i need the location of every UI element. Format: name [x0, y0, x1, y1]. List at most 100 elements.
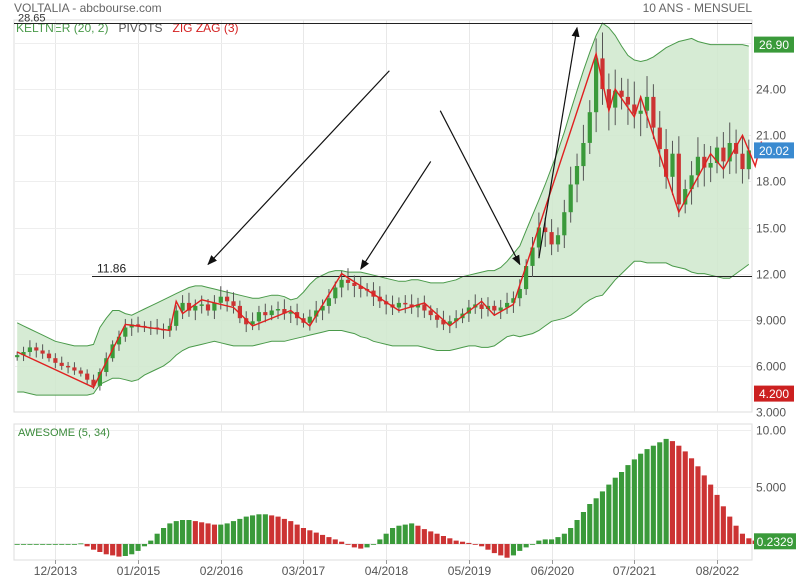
oscillator-bar [739, 533, 745, 544]
oscillator-bar [288, 521, 294, 544]
oscillator-bar [440, 536, 446, 544]
price-badge-label: 20.02 [759, 144, 789, 158]
legend-pivots[interactable]: PIVOTS [118, 21, 163, 35]
oscillator-bar [52, 544, 58, 545]
oscillator-bar [307, 530, 313, 544]
oscillator-bar [421, 529, 427, 544]
x-tick-label: 04/2018 [365, 564, 409, 578]
oscillator-bar [682, 451, 688, 544]
oscillator-bar [396, 525, 402, 544]
oscillator-bar [110, 544, 116, 556]
oscillator-bar [243, 516, 249, 544]
candle-body [256, 312, 261, 322]
oscillator-bar [631, 459, 637, 544]
oscillator-bar [701, 475, 707, 544]
oscillator-bar [33, 544, 39, 545]
oscillator-bar [708, 484, 714, 544]
y-tick-label: 6.000 [756, 360, 786, 374]
candle-body [740, 153, 745, 170]
oscillator-bar [351, 544, 357, 548]
candle-body [746, 150, 751, 170]
oscillator-bar [612, 477, 618, 544]
candle-body [581, 143, 586, 167]
candle-body [27, 347, 32, 352]
oscillator-bar [720, 506, 726, 544]
candle-body [721, 147, 726, 162]
oscillator-bar [434, 533, 440, 544]
osc-y-tick-label: 5.000 [756, 481, 786, 495]
zigzag-line [16, 51, 763, 389]
oscillator-bar [358, 544, 364, 549]
oscillator-bar [466, 542, 472, 544]
oscillator-bar [154, 533, 160, 544]
annotation-arrow [207, 70, 390, 266]
oscillator-bar [199, 522, 205, 544]
candle-body [409, 304, 414, 308]
oscillator-bar [256, 514, 262, 544]
candle-body [543, 227, 548, 233]
oscillator-bar [574, 520, 580, 544]
price-badge-label: 4.200 [759, 387, 789, 401]
oscillator-bar [428, 531, 434, 544]
candle-body [288, 312, 293, 314]
oscillator-bar [504, 544, 510, 558]
candle-body [505, 302, 510, 308]
oscillator-bar [510, 544, 516, 556]
candle-body [600, 58, 605, 90]
oscillator-bar [237, 518, 243, 544]
oscillator-bar [224, 523, 230, 544]
candle-body [396, 302, 401, 308]
candle-body [428, 310, 433, 316]
oscillator-bar [460, 541, 466, 544]
candle-body [85, 373, 90, 380]
oscillator-bar [561, 533, 567, 544]
candle-body [339, 279, 344, 288]
candle-body [454, 318, 459, 322]
candle-body [574, 166, 580, 185]
oscillator-bar [129, 544, 135, 555]
oscillator-bar [536, 540, 542, 544]
candle-body [714, 147, 720, 163]
candle-body [78, 370, 83, 374]
x-tick-label: 12/2013 [34, 564, 78, 578]
oscillator-bar [498, 544, 504, 556]
candle-body [358, 285, 363, 289]
keltner-band [17, 23, 749, 396]
oscillator-bar [689, 458, 695, 544]
candle-body [422, 304, 427, 311]
oscillator-bar [377, 539, 383, 544]
oscillator-bar [294, 524, 300, 544]
candle-body [727, 143, 732, 162]
candle-body [664, 149, 669, 177]
legend-keltner[interactable]: KELTNER (20, 2) [16, 21, 109, 35]
oscillator-bar [625, 465, 631, 544]
candle-body [606, 89, 611, 108]
oscillator-bar [599, 491, 605, 544]
candle-body [441, 319, 446, 325]
candle-body [403, 302, 408, 305]
oscillator-bar [269, 515, 275, 544]
oscillator-bar [453, 540, 459, 544]
oscillator-bar [211, 524, 217, 544]
candle-body [479, 304, 484, 309]
oscillator-bar [326, 537, 332, 544]
oscillator-bar [695, 466, 701, 544]
oscillator-bar [313, 532, 319, 544]
candle-body [136, 324, 141, 326]
oscillator-bar [21, 544, 27, 545]
candle-body [594, 58, 599, 113]
oscillator-bar [542, 539, 548, 544]
candle-body [218, 296, 223, 303]
y-tick-label: 15.00 [756, 222, 786, 236]
candle-body [263, 312, 268, 316]
annotation-arrow [439, 110, 521, 266]
oscillator-bar [517, 544, 523, 551]
candle-body [66, 365, 71, 368]
candle-body [104, 358, 109, 372]
oscillator-bar [491, 544, 497, 554]
y-tick-label: 21.00 [756, 129, 786, 143]
oscillator-bar [46, 544, 52, 545]
x-tick-label: 07/2021 [613, 564, 657, 578]
oscillator-bar [122, 544, 128, 556]
